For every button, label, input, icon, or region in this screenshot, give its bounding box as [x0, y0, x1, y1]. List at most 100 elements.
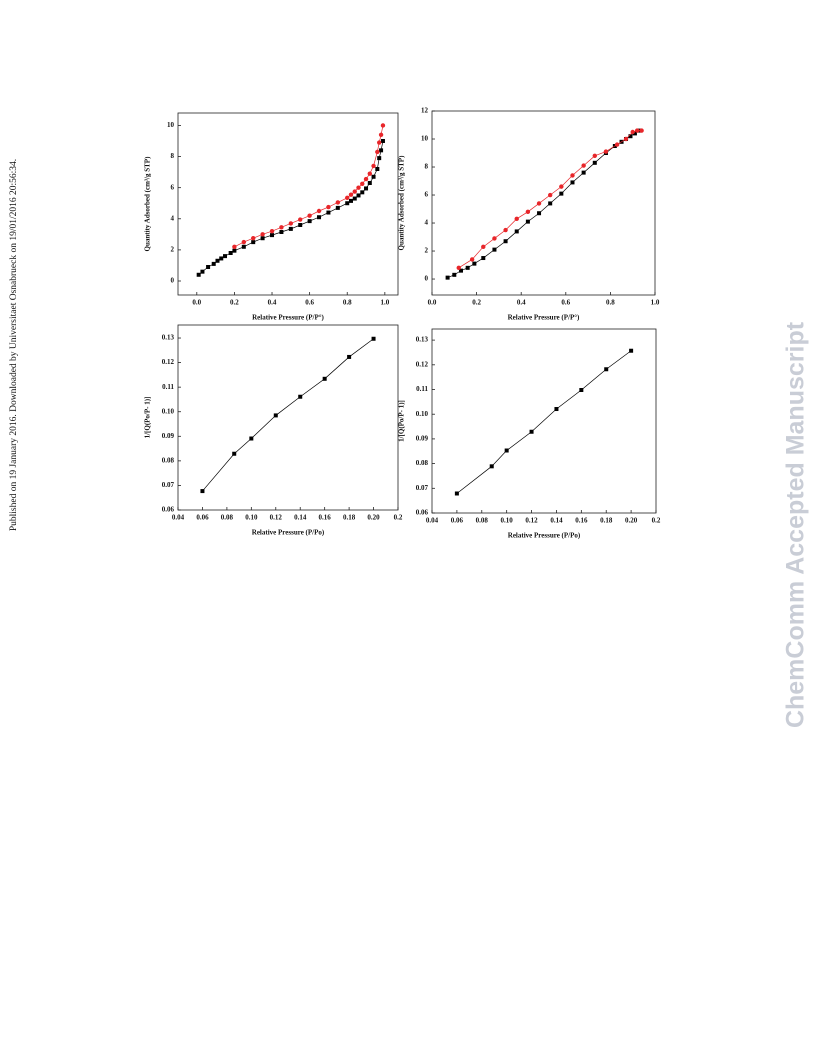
marker	[377, 156, 382, 161]
marker	[445, 275, 450, 280]
y-tick-label: 0.11	[416, 385, 428, 393]
x-tick-label: 0.8	[606, 299, 615, 307]
marker	[249, 436, 254, 441]
y-tick-label: 0.06	[162, 506, 175, 514]
marker	[200, 489, 205, 494]
marker	[228, 251, 233, 255]
marker	[288, 221, 294, 226]
x-tick-label: 0.6	[561, 299, 570, 307]
x-tick-label: 0.16	[575, 517, 588, 525]
marker	[347, 354, 352, 359]
marker	[570, 180, 575, 185]
y-tick-label: 2	[425, 247, 429, 255]
marker	[629, 348, 634, 353]
marker	[298, 394, 303, 399]
marker	[579, 388, 584, 393]
marker	[380, 139, 385, 143]
x-tick-label: 1.0	[651, 299, 660, 307]
series-line	[447, 130, 640, 278]
x-tick-label: 0.0	[428, 299, 437, 307]
marker	[458, 268, 463, 273]
y-tick-label: 0.07	[162, 481, 175, 489]
marker	[307, 219, 312, 224]
marker	[547, 192, 553, 198]
marker	[554, 407, 559, 412]
marker	[614, 142, 620, 147]
marker	[298, 217, 303, 222]
marker	[364, 186, 369, 191]
marker	[348, 192, 354, 197]
marker	[465, 265, 470, 270]
marker	[570, 173, 575, 178]
marker	[592, 153, 597, 159]
y-tick-label: 8	[171, 152, 175, 160]
y-tick-label: 0.12	[416, 360, 429, 368]
side-note: Published on 19 January 2016. Downloaded…	[9, 159, 19, 531]
x-tick-label: 0.12	[525, 517, 538, 525]
x-tick-label: 1.0	[380, 299, 389, 307]
marker	[559, 184, 564, 189]
marker	[481, 244, 486, 250]
marker	[206, 265, 211, 269]
marker	[456, 265, 461, 271]
y-tick-label: 2	[171, 245, 175, 253]
y-tick-label: 10	[167, 121, 175, 129]
marker	[525, 209, 531, 215]
y-tick-label: 0.10	[162, 407, 175, 415]
marker	[241, 244, 246, 249]
y-tick-label: 0.07	[416, 484, 429, 492]
marker	[232, 248, 237, 253]
marker	[298, 223, 303, 227]
marker	[376, 140, 382, 145]
x-tick-label: 0.06	[196, 514, 209, 522]
x-tick-label: 0.4	[517, 299, 526, 307]
marker	[529, 429, 534, 434]
marker	[367, 181, 372, 185]
marker	[211, 261, 216, 266]
x-tick-label: 0.20	[625, 517, 638, 525]
marker	[537, 211, 542, 216]
y-tick-label: 0	[425, 275, 429, 283]
x-tick-label: 0.2	[394, 514, 403, 522]
x-tick-label: 0.16	[319, 514, 332, 522]
marker	[525, 219, 530, 224]
marker	[326, 210, 331, 215]
y-tick-label: 0.08	[416, 459, 429, 467]
marker	[371, 336, 376, 341]
marker	[481, 256, 486, 261]
marker	[367, 171, 372, 176]
x-tick-label: 0.20	[367, 514, 380, 522]
marker	[378, 132, 384, 137]
y-tick-label: 8	[425, 163, 429, 171]
x-tick-label: 0.08	[476, 517, 489, 525]
marker	[503, 227, 508, 233]
marker	[380, 123, 386, 128]
y-axis-title: Quantity Adsorbed (cm³/g STP)	[144, 156, 152, 252]
x-tick-label: 0.06	[451, 517, 464, 525]
x-axis-title: Relative Pressure (P/P°)	[508, 314, 580, 322]
marker	[503, 239, 508, 244]
marker	[504, 448, 509, 453]
marker	[322, 376, 327, 381]
marker	[356, 185, 361, 190]
marker	[251, 236, 256, 241]
marker	[232, 451, 237, 456]
y-tick-label: 0.09	[162, 432, 175, 440]
marker	[604, 367, 609, 372]
marker	[215, 258, 220, 263]
x-tick-label: 0.4	[268, 299, 277, 307]
y-tick-label: 0.12	[162, 358, 175, 366]
x-tick-label: 0.14	[550, 517, 563, 525]
y-tick-label: 4	[425, 219, 429, 227]
x-tick-label: 0.04	[426, 517, 439, 525]
x-tick-label: 0.18	[343, 514, 356, 522]
marker	[335, 200, 341, 205]
marker	[472, 261, 477, 266]
x-tick-label: 0.12	[270, 514, 283, 522]
x-tick-label: 0.18	[600, 517, 613, 525]
y-tick-label: 0.10	[416, 410, 429, 418]
marker	[232, 244, 237, 249]
series-line	[458, 130, 642, 269]
marker	[581, 163, 586, 168]
